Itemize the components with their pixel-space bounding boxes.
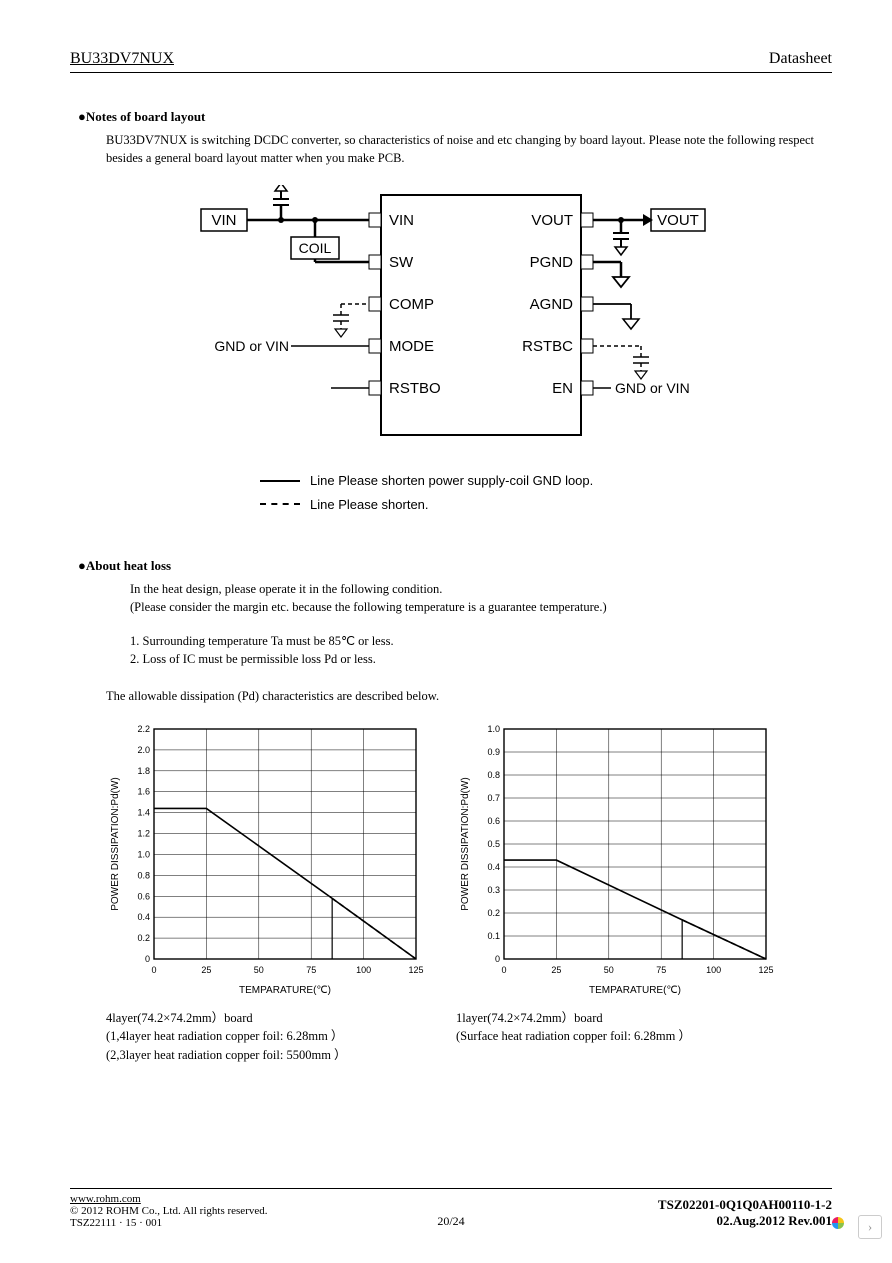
svg-text:100: 100 <box>356 965 371 975</box>
svg-text:0.1: 0.1 <box>487 931 500 941</box>
svg-text:0.3: 0.3 <box>487 885 500 895</box>
chart1-caption1: 4layer(74.2×74.2mm）board <box>106 1009 426 1028</box>
chart1-svg: 0 0.2 0.4 0.6 0.8 1.0 1.2 1.4 1.6 1.8 2.0 2.2 0 25 50 7… <box>106 719 426 999</box>
page-footer: www.rohm.com © 2012 ROHM Co., Ltd. All r… <box>70 1188 832 1229</box>
heat-cond2: 2. Loss of IC must be permissible loss P… <box>130 650 832 668</box>
svg-text:25: 25 <box>551 965 561 975</box>
gnd-or-vin-right: GND or VIN <box>615 380 690 396</box>
part-number: BU33DV7NUX <box>70 50 174 68</box>
svg-text:75: 75 <box>306 965 316 975</box>
svg-text:0: 0 <box>495 954 500 964</box>
svg-text:0.9: 0.9 <box>487 747 500 757</box>
heat-desc: The allowable dissipation (Pd) character… <box>106 687 832 705</box>
svg-text:POWER DISSIPATION:Pd(W): POWER DISSIPATION:Pd(W) <box>460 777 471 911</box>
svg-text:0.4: 0.4 <box>487 862 500 872</box>
svg-text:1.2: 1.2 <box>137 828 150 838</box>
chart2-container: 0 0.1 0.2 0.3 0.4 0.5 0.6 0.7 0.8 0.9 1.0 0 25 50 75 10… <box>456 719 776 1065</box>
ext-vout-label: VOUT <box>657 212 699 229</box>
chart2-caption2: (Surface heat radiation copper foil: 6.2… <box>456 1027 776 1046</box>
svg-text:TEMPARATURE(℃): TEMPARATURE(℃) <box>589 985 681 996</box>
svg-text:100: 100 <box>706 965 721 975</box>
chart2-svg: 0 0.1 0.2 0.3 0.4 0.5 0.6 0.7 0.8 0.9 1.0 0 25 50 75 10… <box>456 719 776 999</box>
legend-dash-text: Line Please shorten. <box>310 493 429 516</box>
svg-text:0.2: 0.2 <box>487 908 500 918</box>
diagram-legend: Line Please shorten power supply-coil GN… <box>260 469 832 516</box>
block-diagram-svg: VIN SW COMP MODE RSTBO VOUT PGND AG <box>191 185 711 455</box>
legend-dash-icon <box>260 503 300 505</box>
svg-text:50: 50 <box>254 965 264 975</box>
chart1-caption3: (2,3layer heat radiation copper foil: 55… <box>106 1046 426 1065</box>
chart1-caption2: (1,4layer heat radiation copper foil: 6.… <box>106 1027 426 1046</box>
heat-intro2: (Please consider the margin etc. because… <box>130 598 832 616</box>
heat-intro1: In the heat design, please operate it in… <box>130 580 832 598</box>
charts-row: 0 0.2 0.4 0.6 0.8 1.0 1.2 1.4 1.6 1.8 2.0 2.2 0 25 50 7… <box>106 719 832 1065</box>
pin-vout: VOUT <box>531 212 573 229</box>
svg-text:0.5: 0.5 <box>487 839 500 849</box>
pin-en: EN <box>552 380 573 397</box>
svg-text:125: 125 <box>408 965 423 975</box>
svg-text:POWER DISSIPATION:Pd(W): POWER DISSIPATION:Pd(W) <box>110 777 121 911</box>
svg-text:0.8: 0.8 <box>487 770 500 780</box>
notes-title: ●Notes of board layout <box>78 109 832 125</box>
svg-text:1.0: 1.0 <box>487 724 500 734</box>
svg-text:0.7: 0.7 <box>487 793 500 803</box>
svg-text:2.2: 2.2 <box>137 724 150 734</box>
pin-pgnd: PGND <box>530 254 574 271</box>
svg-text:1.8: 1.8 <box>137 765 150 775</box>
svg-text:2.0: 2.0 <box>137 745 150 755</box>
svg-text:25: 25 <box>201 965 211 975</box>
svg-text:1.0: 1.0 <box>137 849 150 859</box>
svg-text:75: 75 <box>656 965 666 975</box>
svg-text:0.8: 0.8 <box>137 870 150 880</box>
svg-text:0: 0 <box>145 954 150 964</box>
chart2-caption1: 1layer(74.2×74.2mm）board <box>456 1009 776 1028</box>
footer-url: www.rohm.com <box>70 1193 267 1205</box>
next-page-button[interactable]: › <box>858 1215 882 1239</box>
svg-text:0: 0 <box>151 965 156 975</box>
rohm-logo-icon <box>826 1215 850 1239</box>
svg-text:125: 125 <box>758 965 773 975</box>
svg-text:0.2: 0.2 <box>137 933 150 943</box>
gnd-or-vin-left: GND or VIN <box>214 338 289 354</box>
pin-sw: SW <box>389 254 414 271</box>
svg-text:0.6: 0.6 <box>137 891 150 901</box>
svg-text:1.6: 1.6 <box>137 786 150 796</box>
page-header: BU33DV7NUX Datasheet <box>70 50 832 73</box>
svg-text:TEMPARATURE(℃): TEMPARATURE(℃) <box>239 985 331 996</box>
pin-vin: VIN <box>389 212 414 229</box>
legend-solid-icon <box>260 480 300 482</box>
heat-title: ●About heat loss <box>78 558 832 574</box>
block-diagram: VIN SW COMP MODE RSTBO VOUT PGND AG <box>70 185 832 455</box>
chart1-container: 0 0.2 0.4 0.6 0.8 1.0 1.2 1.4 1.6 1.8 2.0 2.2 0 25 50 7… <box>106 719 426 1065</box>
svg-text:50: 50 <box>604 965 614 975</box>
pin-rstbc: RSTBC <box>522 338 573 355</box>
svg-text:0: 0 <box>501 965 506 975</box>
pin-mode: MODE <box>389 338 434 355</box>
legend-solid-text: Line Please shorten power supply-coil GN… <box>310 469 593 492</box>
svg-text:1.4: 1.4 <box>137 807 150 817</box>
footer-page: 20/24 <box>70 1214 832 1229</box>
notes-paragraph: BU33DV7NUX is switching DCDC converter, … <box>106 131 832 167</box>
svg-text:0.4: 0.4 <box>137 912 150 922</box>
footer-docno: TSZ02201-0Q1Q0AH00110-1-2 <box>658 1197 832 1213</box>
svg-text:0.6: 0.6 <box>487 816 500 826</box>
doc-type: Datasheet <box>769 50 832 68</box>
pin-comp: COMP <box>389 296 434 313</box>
ext-vin-label: VIN <box>211 212 236 229</box>
heat-cond1: 1. Surrounding temperature Ta must be 85… <box>130 632 832 650</box>
pin-agnd: AGND <box>530 296 574 313</box>
pin-rstbo: RSTBO <box>389 380 441 397</box>
ext-coil-label: COIL <box>299 240 332 256</box>
